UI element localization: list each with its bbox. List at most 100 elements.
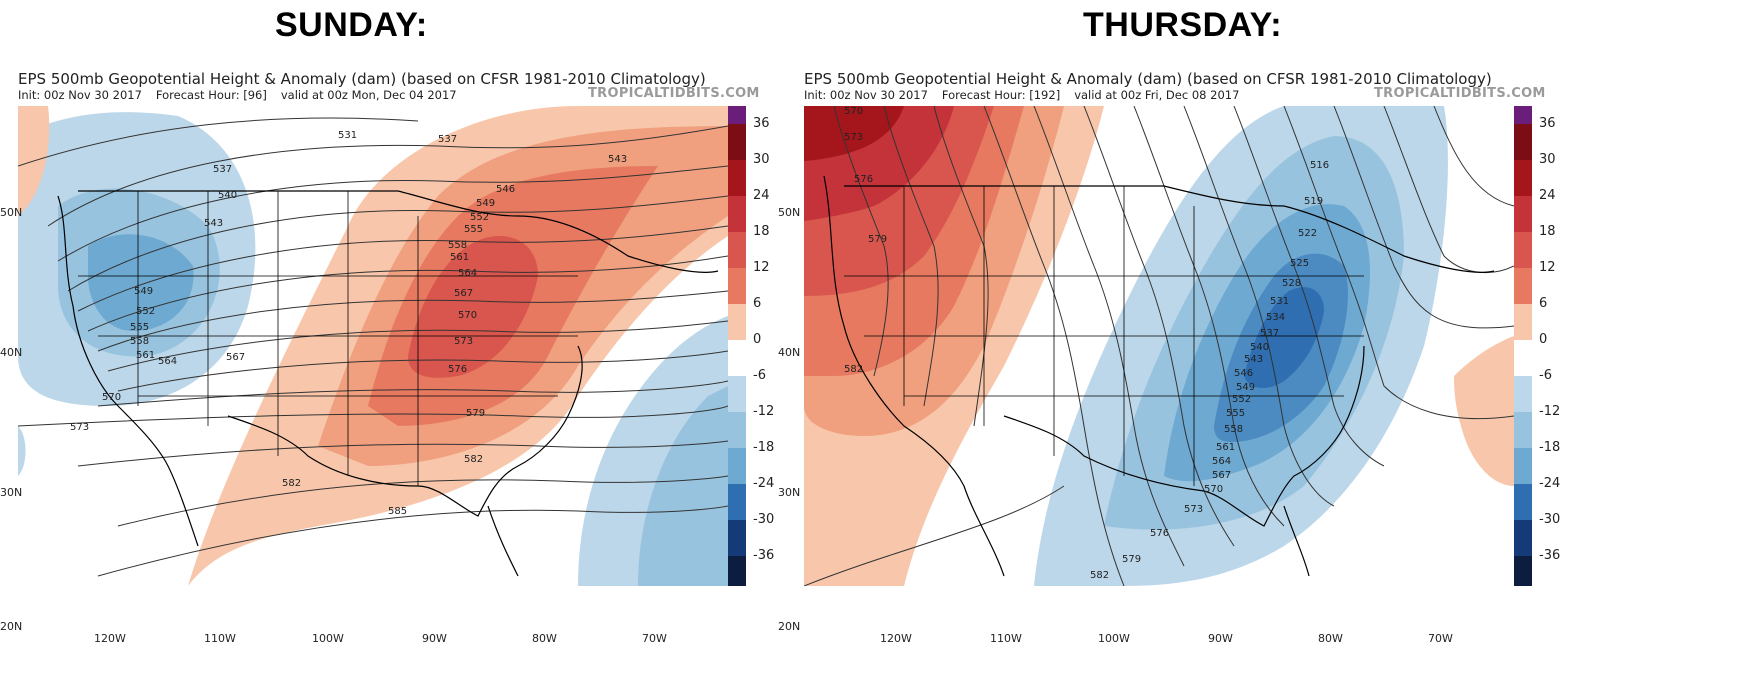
left-forecast-hour-text: Forecast Hour: [96] [155, 88, 267, 102]
left-lon-label: 90W [422, 632, 447, 645]
svg-text:567: 567 [1212, 470, 1231, 481]
cb-tick: 18 [1539, 224, 1556, 239]
svg-text:543: 543 [608, 154, 627, 165]
left-lat-label: 20N [0, 620, 23, 633]
svg-text:546: 546 [1234, 368, 1253, 379]
svg-text:558: 558 [130, 336, 149, 347]
svg-text:543: 543 [204, 218, 223, 229]
left-lon-label: 80W [532, 632, 557, 645]
right-lon-label: 70W [1428, 632, 1453, 645]
cb-tick: -24 [1539, 476, 1561, 491]
cb-tick: -6 [753, 368, 766, 383]
svg-text:570: 570 [458, 310, 477, 321]
svg-text:540: 540 [218, 190, 237, 201]
cb-tick: -18 [753, 440, 775, 455]
right-lon-label: 100W [1098, 632, 1130, 645]
svg-text:555: 555 [1226, 408, 1245, 419]
left-lon-label: 110W [204, 632, 236, 645]
left-lon-label: 120W [94, 632, 126, 645]
right-lat-label: 50N [778, 206, 801, 219]
cb-tick: -12 [753, 404, 775, 419]
svg-text:582: 582 [464, 454, 483, 465]
right-lat-label: 40N [778, 346, 801, 359]
right-init-text: Init: 00z Nov 30 2017 [804, 88, 928, 102]
svg-text:543: 543 [1244, 354, 1263, 365]
right-colorbar [1514, 106, 1534, 591]
right-lon-label: 80W [1318, 632, 1343, 645]
cb-tick: 36 [753, 116, 770, 131]
cb-tick: -30 [1539, 512, 1561, 527]
right-lat-label: 30N [778, 486, 801, 499]
cb-tick: 12 [753, 260, 770, 275]
cb-tick: -30 [753, 512, 775, 527]
svg-text:585: 585 [388, 506, 407, 517]
svg-text:552: 552 [1232, 394, 1251, 405]
right-map-subtitle: Init: 00z Nov 30 2017 Forecast Hour: [192… [804, 88, 1253, 102]
cb-tick: 30 [753, 152, 770, 167]
cb-tick: 36 [1539, 116, 1556, 131]
cb-tick: -36 [1539, 548, 1561, 563]
left-init-text: Init: 00z Nov 30 2017 [18, 88, 142, 102]
svg-text:576: 576 [854, 174, 873, 185]
svg-text:582: 582 [844, 364, 863, 375]
svg-text:519: 519 [1304, 196, 1323, 207]
svg-text:561: 561 [136, 350, 155, 361]
svg-text:570: 570 [844, 106, 863, 117]
cb-tick: 24 [753, 188, 770, 203]
right-forecast-hour-text: Forecast Hour: [192] [941, 88, 1061, 102]
svg-text:531: 531 [338, 130, 357, 141]
svg-text:573: 573 [844, 132, 863, 143]
cb-tick: -12 [1539, 404, 1561, 419]
right-lon-label: 90W [1208, 632, 1233, 645]
svg-text:558: 558 [448, 240, 467, 251]
svg-text:534: 534 [1266, 312, 1285, 323]
svg-text:555: 555 [130, 322, 149, 333]
svg-text:552: 552 [136, 306, 155, 317]
svg-text:564: 564 [1212, 456, 1231, 467]
svg-text:561: 561 [450, 252, 469, 263]
svg-text:564: 564 [158, 356, 177, 367]
left-map-panel: EPS 500mb Geopotential Height & Anomaly … [0, 58, 858, 658]
svg-text:570: 570 [102, 392, 121, 403]
svg-text:555: 555 [464, 224, 483, 235]
cb-tick: 12 [1539, 260, 1556, 275]
right-lon-label: 120W [880, 632, 912, 645]
svg-text:525: 525 [1290, 258, 1309, 269]
cb-tick: 6 [1539, 296, 1548, 311]
left-lon-label: 100W [312, 632, 344, 645]
svg-text:522: 522 [1298, 228, 1317, 239]
svg-text:582: 582 [1090, 570, 1109, 581]
cb-tick: 24 [1539, 188, 1556, 203]
svg-text:573: 573 [454, 336, 473, 347]
svg-text:549: 549 [476, 198, 495, 209]
svg-text:549: 549 [1236, 382, 1255, 393]
left-lat-label: 40N [0, 346, 23, 359]
cb-tick: 6 [753, 296, 762, 311]
svg-text:549: 549 [134, 286, 153, 297]
left-lon-label: 70W [642, 632, 667, 645]
thursday-heading: THURSDAY: [1083, 6, 1283, 44]
cb-tick: 0 [753, 332, 762, 347]
right-lat-label: 20N [778, 620, 801, 633]
svg-text:573: 573 [1184, 504, 1203, 515]
svg-text:570: 570 [1204, 484, 1223, 495]
svg-text:576: 576 [1150, 528, 1169, 539]
svg-text:579: 579 [868, 234, 887, 245]
left-map-subtitle: Init: 00z Nov 30 2017 Forecast Hour: [96]… [18, 88, 471, 102]
svg-text:576: 576 [448, 364, 467, 375]
right-map-panel: EPS 500mb Geopotential Height & Anomaly … [778, 58, 1644, 658]
cb-tick: -18 [1539, 440, 1561, 455]
left-map-title: EPS 500mb Geopotential Height & Anomaly … [18, 70, 706, 88]
svg-text:573: 573 [70, 422, 89, 433]
svg-text:516: 516 [1310, 160, 1329, 171]
left-colorbar-gradient [728, 106, 746, 586]
svg-text:537: 537 [438, 134, 457, 145]
svg-text:579: 579 [1122, 554, 1141, 565]
svg-text:558: 558 [1224, 424, 1243, 435]
svg-text:582: 582 [282, 478, 301, 489]
left-watermark: TROPICALTIDBITS.COM [588, 86, 760, 101]
svg-text:546: 546 [496, 184, 515, 195]
svg-text:579: 579 [466, 408, 485, 419]
cb-tick: -6 [1539, 368, 1552, 383]
svg-text:567: 567 [226, 352, 245, 363]
